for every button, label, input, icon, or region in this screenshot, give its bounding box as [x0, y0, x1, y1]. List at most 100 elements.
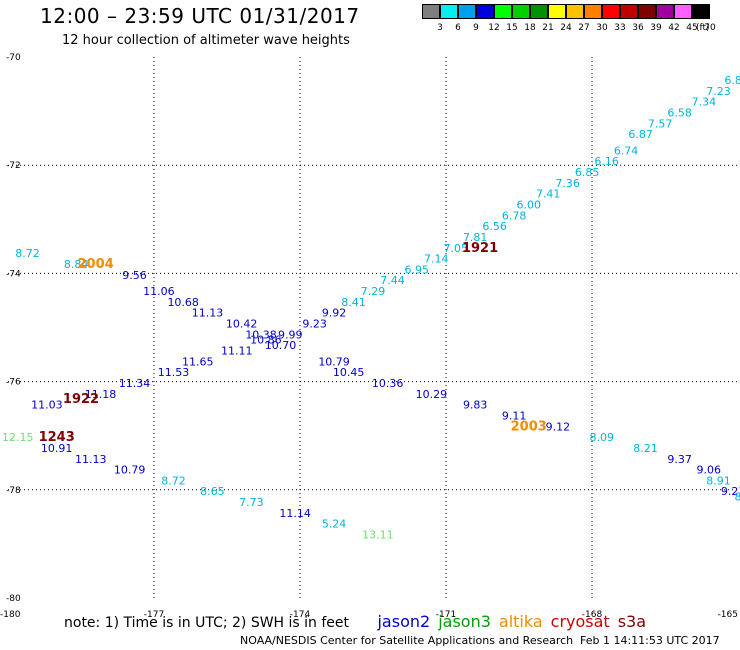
pass-time-label: 1921 [462, 241, 498, 256]
lon-label: -174 [290, 610, 311, 620]
wave-height-value: 8.72 [15, 247, 40, 260]
wave-height-value: 6.85 [575, 166, 600, 179]
wave-height-value: 7.29 [361, 285, 386, 298]
legend-tick-label: 33 [614, 23, 626, 33]
legend-swatch [620, 4, 638, 19]
wave-height-value: 12.15 [2, 431, 34, 444]
lon-label: -177 [144, 610, 164, 620]
lat-label: -80 [6, 594, 21, 604]
generated-timestamp: Feb 1 14:11:53 UTC 2017 [580, 634, 720, 647]
legend-tick-label: 18 [524, 23, 536, 33]
legend-swatch [494, 4, 512, 19]
wave-height-value: 11.03 [31, 399, 63, 412]
satellite-label-cryosat: cryosat [550, 612, 610, 631]
legend-swatch [584, 4, 602, 19]
legend-swatch [512, 4, 530, 19]
legend-swatch [692, 4, 710, 19]
legend-swatch [476, 4, 494, 19]
wave-height-value: 11.13 [75, 453, 107, 466]
legend-swatch [602, 4, 620, 19]
wave-height-value: 8.91 [706, 474, 731, 487]
lon-label: -171 [436, 610, 456, 620]
note-text: note: 1) Time is in UTC; 2) SWH is in fe… [64, 615, 350, 631]
map-subtitle: 12 hour collection of altimeter wave hei… [62, 33, 350, 48]
wave-height-value: 11.13 [192, 307, 224, 320]
legend-tick-label: 39 [650, 23, 662, 33]
wave-height-value: 7.05 [443, 242, 468, 255]
lat-label: -72 [6, 161, 21, 171]
wave-height-value: 6.58 [667, 107, 692, 120]
wave-height-value: 9.23 [302, 318, 327, 331]
legend-tick-label: 27 [578, 23, 590, 33]
wave-height-value: 8.84 [64, 258, 89, 271]
wave-height-value: 8.21 [633, 442, 658, 455]
legend-tick-label: 45 [686, 23, 698, 33]
legend-swatch [656, 4, 674, 19]
wave-height-value: 8.41 [341, 296, 366, 309]
wave-height-value: 6.87 [628, 128, 653, 141]
wave-height-value: 9.83 [463, 399, 488, 412]
legend-tick-label: 6 [455, 23, 461, 33]
legend-tick-label: 15 [506, 23, 518, 33]
wave-height-value: 6.95 [405, 263, 430, 276]
wave-height-value: 7.41 [536, 188, 561, 201]
pass-time-label: 2003 [511, 419, 547, 434]
lat-label: -70 [6, 53, 21, 63]
wave-height-value: 10.36 [372, 377, 404, 390]
map-title: 12:00 – 23:59 UTC 01/31/2017 [40, 4, 360, 28]
wave-height-value: 10.68 [167, 296, 199, 309]
wave-height-value: 10.79 [318, 355, 350, 368]
wave-height-value: 11.14 [279, 507, 311, 520]
legend-swatch [530, 4, 548, 19]
wave-height-value: 10.29 [416, 388, 448, 401]
lat-label: -74 [6, 269, 21, 279]
wave-height-value: 8.72 [161, 474, 186, 487]
wave-height-value: 10.79 [114, 464, 146, 477]
wave-height-value: 11.65 [182, 355, 214, 368]
wave-height-value: 11.53 [158, 366, 190, 379]
wave-height-value: 7.14 [424, 253, 449, 266]
satellite-label-altika: altika [498, 612, 543, 631]
wave-height-value: 8.09 [589, 431, 614, 444]
legend-swatch [638, 4, 656, 19]
legend-tick-label: 70 [704, 23, 716, 33]
legend-swatch [458, 4, 476, 19]
legend-tick-label: 12 [488, 23, 500, 33]
lon-label: -180 [0, 610, 21, 620]
legend-swatch [674, 4, 692, 19]
wave-height-value: 8.65 [200, 485, 225, 498]
pass-time-label: 1922 [63, 392, 99, 407]
wave-height-value: 9.06 [697, 464, 722, 477]
satellite-label-s3a: s3a [617, 612, 647, 631]
pass-time-label: 1243 [39, 430, 75, 445]
wave-height-value: 9.99 [278, 328, 303, 341]
wave-height-value: 6.8 [724, 74, 740, 87]
satellite-legend: jason2 jason3 altika cryosat s3a [369, 612, 647, 631]
lon-label: -168 [582, 610, 603, 620]
wave-height-value: 11.06 [143, 285, 175, 298]
legend-tick-label: 30 [596, 23, 608, 33]
wave-height-value: 7.44 [380, 274, 405, 287]
footer-note: note: 1) Time is in UTC; 2) SWH is in fe… [64, 612, 646, 631]
lat-label: -76 [6, 378, 21, 388]
wave-height-value: 6.56 [482, 220, 507, 233]
wave-height-value: 7.23 [706, 85, 731, 98]
wave-height-value: 9.12 [546, 420, 571, 433]
lat-label: -78 [6, 486, 21, 496]
wave-height-value: 7.73 [239, 496, 264, 509]
wave-height-value: 11.18 [85, 388, 117, 401]
wave-height-value: 6.74 [614, 144, 639, 157]
legend-tick-label: 24 [560, 23, 572, 33]
legend-tick-label: 21 [542, 23, 554, 33]
wave-height-value: 9.23 [721, 485, 740, 498]
legend-swatch [548, 4, 566, 19]
wave-height-value: 10.38 [245, 328, 277, 341]
wave-height-value: 6.78 [502, 209, 527, 222]
wave-height-value: 10.70 [265, 339, 297, 352]
legend-tick-label: 9 [473, 23, 479, 33]
wave-height-value: 10.86 [250, 334, 282, 347]
wave-height-value: 7.57 [648, 117, 673, 130]
wave-height-value: 10.45 [333, 366, 365, 379]
wave-height-value: 13.11 [362, 528, 394, 541]
